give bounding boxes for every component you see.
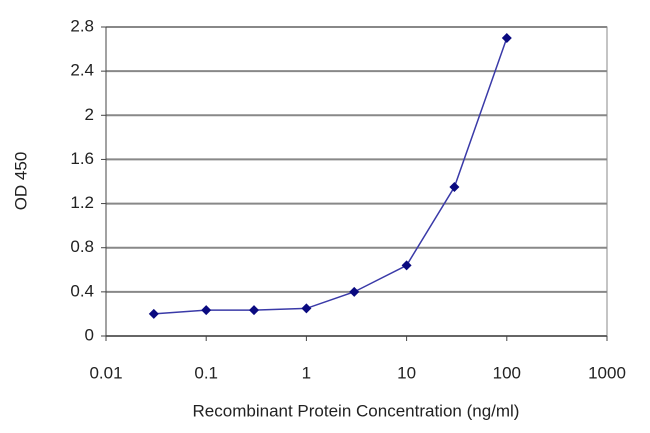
y-tick-label: 1.2 (70, 193, 94, 212)
data-point (249, 305, 260, 316)
y-tick-label: 0 (85, 325, 94, 344)
plot-area (105, 26, 608, 337)
x-axis-label: Recombinant Protein Concentration (ng/ml… (193, 401, 520, 420)
x-tick-label: 0.1 (194, 363, 218, 382)
y-tick-label: 0.8 (70, 237, 94, 256)
data-point (501, 33, 512, 44)
y-tick-label: 2 (85, 105, 94, 124)
y-tick-label: 2.8 (70, 16, 94, 35)
y-tick-label: 2.4 (70, 61, 94, 80)
y-tick-label: 1.6 (70, 149, 94, 168)
data-point (349, 286, 360, 297)
data-point (148, 308, 159, 319)
x-tick-label: 1 (302, 363, 311, 382)
x-tick-label: 0.01 (89, 363, 122, 382)
data-point (301, 303, 312, 314)
data-point (449, 182, 460, 193)
x-tick-label: 1000 (588, 363, 626, 382)
data-point (201, 305, 212, 316)
y-axis-label: OD 450 (11, 152, 30, 211)
y-tick-label: 0.4 (70, 281, 94, 300)
data-point (401, 260, 412, 271)
x-tick-label: 100 (493, 363, 521, 382)
x-tick-label: 10 (397, 363, 416, 382)
data-line (153, 37, 508, 315)
